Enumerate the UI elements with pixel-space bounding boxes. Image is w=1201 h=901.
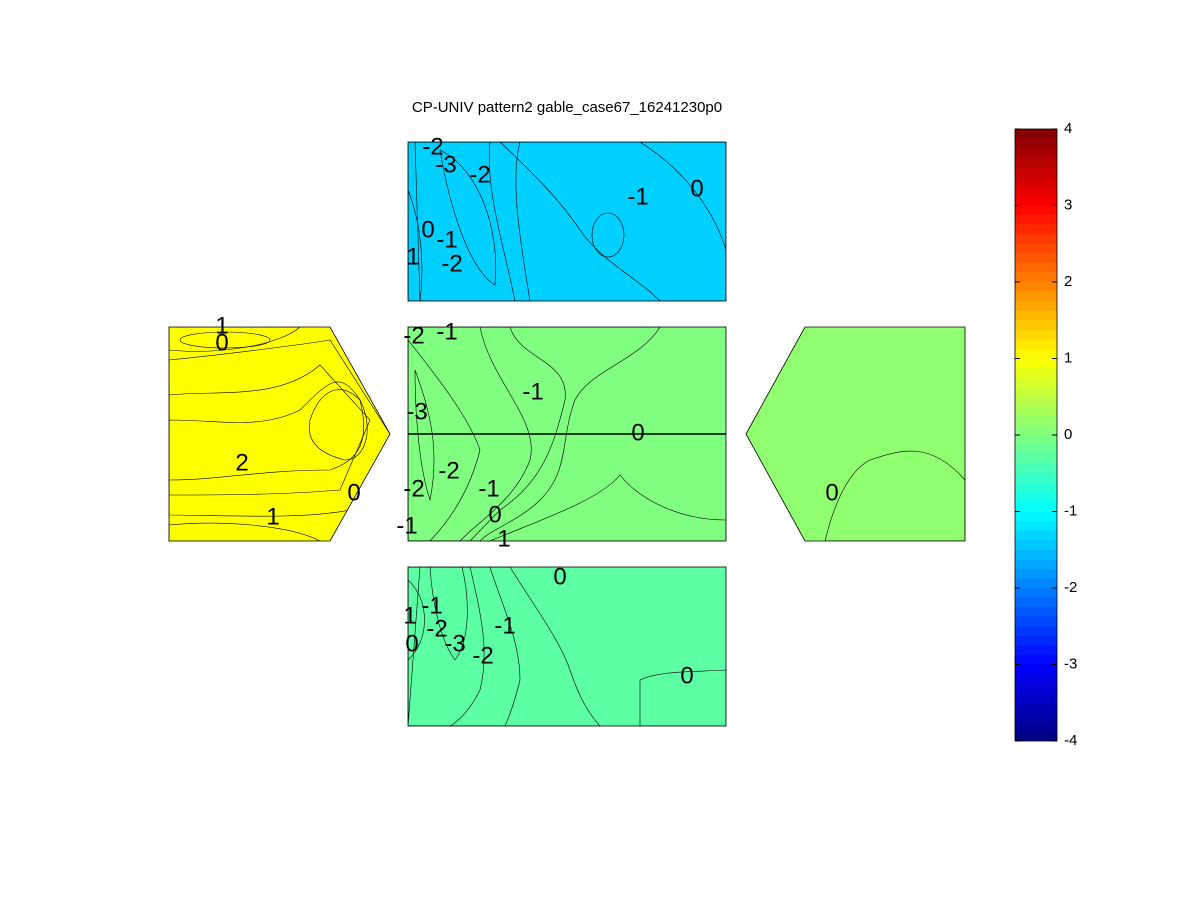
panel-top-fill xyxy=(408,142,726,301)
contour-label: -1 xyxy=(494,612,515,639)
contour-label: -2 xyxy=(422,133,443,160)
chart-title: CP-UNIV pattern2 gable_case67_16241230p0 xyxy=(412,99,722,116)
contour-label: 0 xyxy=(553,563,566,590)
colorbar-tick-label: 1 xyxy=(1064,349,1072,366)
panel-bottom-frame xyxy=(407,566,727,727)
contour-label: -1 xyxy=(522,378,543,405)
contour-label: 0 xyxy=(347,479,360,506)
contour-label: -3 xyxy=(444,630,465,657)
contour-label: -2 xyxy=(426,615,447,642)
contour-label: -2 xyxy=(438,457,459,484)
contour-label: 0 xyxy=(825,479,838,506)
contour-label: 0 xyxy=(680,662,693,689)
contour-label: 1 xyxy=(406,243,419,270)
colorbar-tick-label: -3 xyxy=(1064,655,1077,672)
contour-label: -2 xyxy=(403,475,424,502)
contour-label: 0 xyxy=(488,501,501,528)
panel-mid-fill xyxy=(408,327,726,541)
panel-right-fill xyxy=(746,327,965,541)
colorbar-tick-label: -1 xyxy=(1064,502,1077,519)
contour-label: 0 xyxy=(690,175,703,202)
contour-label: 2 xyxy=(235,449,248,476)
contour-label: 1 xyxy=(266,503,279,530)
contour-label: -3 xyxy=(435,151,456,178)
contour-label: -1 xyxy=(436,226,457,253)
contour-label: 0 xyxy=(405,630,418,657)
colorbar-tick-label: 0 xyxy=(1064,426,1072,443)
colorbar-tick-label: 4 xyxy=(1064,120,1072,137)
contour-label: -2 xyxy=(403,322,424,349)
panel-mid-frame xyxy=(407,326,727,542)
panel-left-frame xyxy=(168,326,391,542)
contour-label: 1 xyxy=(403,602,416,629)
panel-left-fill xyxy=(169,327,390,541)
panel-top-frame xyxy=(407,141,727,302)
colorbar xyxy=(1014,128,1058,742)
contour-label: 1 xyxy=(497,525,510,552)
contour-label: 1 xyxy=(215,312,228,339)
contour-label: -1 xyxy=(396,512,417,539)
contour-label: -1 xyxy=(478,475,499,502)
contour-label: -3 xyxy=(406,398,427,425)
contour-label: 0 xyxy=(215,329,228,356)
colorbar-tick-label: -4 xyxy=(1064,732,1077,749)
contour-label: -2 xyxy=(472,642,493,669)
colorbar-tick-label: 3 xyxy=(1064,196,1072,213)
contour-label: -1 xyxy=(436,318,457,345)
panel-right-frame xyxy=(745,326,966,542)
contour-label: -1 xyxy=(627,183,648,210)
colorbar-tick-label: -2 xyxy=(1064,579,1077,596)
colorbar-tick-label: 2 xyxy=(1064,273,1072,290)
panel-bottom-fill xyxy=(408,567,726,726)
contour-label: 0 xyxy=(631,419,644,446)
contour-label: -2 xyxy=(469,161,490,188)
contour-label: 0 xyxy=(421,216,434,243)
contour-label: -1 xyxy=(421,592,442,619)
contour-label: -2 xyxy=(441,250,462,277)
